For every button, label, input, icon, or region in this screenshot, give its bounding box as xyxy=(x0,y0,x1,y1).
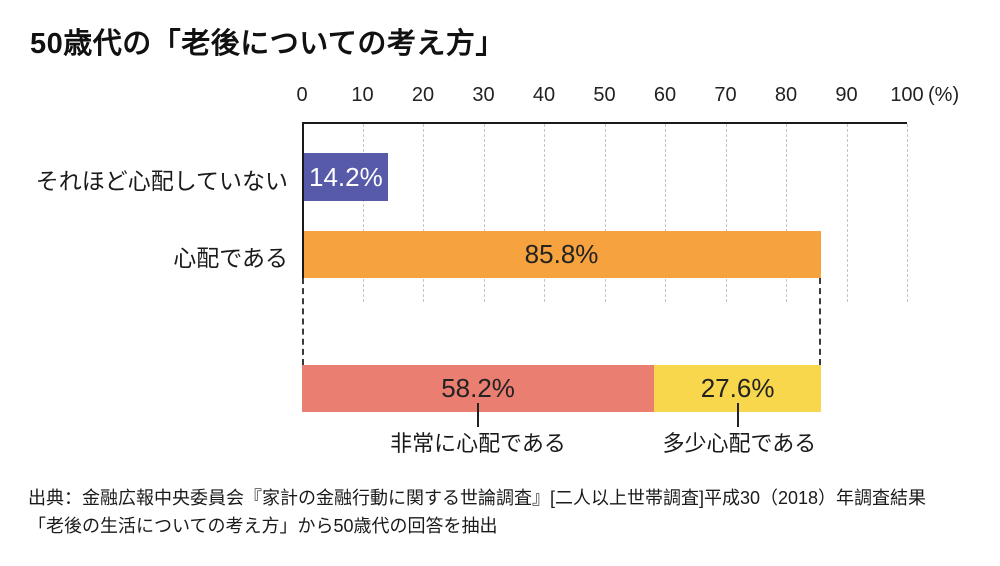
axis-tick-70: 70 xyxy=(714,84,737,106)
gridline-50 xyxy=(604,124,606,302)
gridline-80 xyxy=(786,124,787,302)
gridline-60 xyxy=(665,124,666,302)
axis-tick-90: 90 xyxy=(835,84,858,106)
axis-tick-20: 20 xyxy=(411,84,435,106)
source-line-1: 出典：金融広報中央委員会『家計の金融行動に関する世論調査』[二人以上世帯調査]平… xyxy=(28,488,927,508)
x-axis-tick-labels: 0 10 20 30 40 50 60 70 80 90 100 (%) xyxy=(296,84,959,110)
gridline-90 xyxy=(846,124,848,302)
gridline-70 xyxy=(725,124,727,302)
axis-tick-30: 30 xyxy=(472,84,495,106)
gridline-10 xyxy=(362,124,364,302)
axis-tick-0: 0 xyxy=(296,84,308,106)
plot-area: 14.2% 85.8% 58.2% 27.6% 非常に心配である 多少心配である xyxy=(302,122,908,456)
segment-label-somewhat-worried: 多少心配である xyxy=(662,431,817,456)
bar-value-worried: 85.8% xyxy=(524,239,599,269)
category-label-not-worried: それほど心配していない xyxy=(35,168,288,194)
axis-tick-50: 50 xyxy=(593,84,616,106)
axis-unit-label: (%) xyxy=(928,84,960,106)
breakdown-stacked-bar: 58.2% 27.6% xyxy=(302,365,907,412)
x-axis-line xyxy=(302,122,907,124)
bar-not-worried: 14.2% xyxy=(302,153,388,201)
axis-tick-60: 60 xyxy=(653,84,677,106)
gridline-100 xyxy=(907,124,908,302)
segment-label-very-worried: 非常に心配である xyxy=(390,431,566,456)
y-axis-line xyxy=(302,122,304,278)
category-label-worried: 心配である xyxy=(173,245,288,271)
chart-title: 50歳代の「老後についての考え方」 xyxy=(30,28,505,60)
gridline-40 xyxy=(544,124,545,302)
bar-worried: 85.8% xyxy=(302,231,822,278)
pointer-line-somewhat-worried xyxy=(736,403,739,427)
axis-tick-80: 80 xyxy=(774,84,798,106)
source-note: 出典：金融広報中央委員会『家計の金融行動に関する世論調査』[二人以上世帯調査]平… xyxy=(28,484,926,540)
gridline-30 xyxy=(483,124,485,302)
axis-tick-40: 40 xyxy=(532,84,556,106)
axis-tick-10: 10 xyxy=(351,84,374,106)
breakdown-connector-dashes xyxy=(302,278,822,365)
segment-value-very-worried: 58.2% xyxy=(441,373,515,403)
segment-somewhat-worried: 27.6% xyxy=(654,365,822,412)
segment-value-somewhat-worried: 27.6% xyxy=(700,373,775,403)
axis-tick-100: 100 xyxy=(890,84,924,106)
pointer-line-very-worried xyxy=(477,403,480,427)
bar-value-not-worried: 14.2% xyxy=(309,161,383,192)
source-line-2: 「老後の生活についての考え方」から50歳代の回答を抽出 xyxy=(28,516,498,536)
gridline-20 xyxy=(423,124,424,302)
